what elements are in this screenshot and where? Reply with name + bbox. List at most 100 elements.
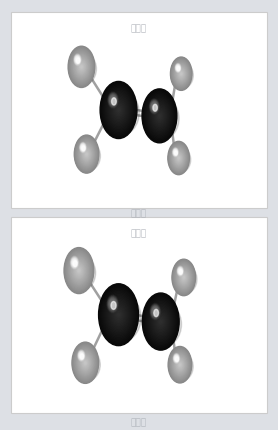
Circle shape [175,358,185,372]
Circle shape [111,303,126,327]
Circle shape [108,93,118,108]
Circle shape [118,313,120,316]
Circle shape [177,360,183,369]
Circle shape [172,148,186,169]
Circle shape [179,270,182,275]
Circle shape [76,59,80,64]
Circle shape [159,319,163,325]
Circle shape [176,357,177,359]
Circle shape [152,307,159,317]
Circle shape [170,350,189,379]
Circle shape [173,149,178,157]
Circle shape [154,310,157,313]
Circle shape [178,268,182,274]
Circle shape [175,356,178,361]
Circle shape [177,155,181,162]
Circle shape [110,96,116,105]
Ellipse shape [75,141,100,172]
Circle shape [106,92,130,129]
Circle shape [179,270,181,273]
Circle shape [177,68,179,70]
Circle shape [172,149,185,169]
Circle shape [108,95,129,126]
Circle shape [177,267,191,289]
Circle shape [102,85,135,136]
Circle shape [76,138,97,171]
Circle shape [155,311,156,313]
Circle shape [145,94,174,139]
Circle shape [79,353,91,372]
Circle shape [153,105,155,109]
Circle shape [79,143,86,154]
Ellipse shape [143,302,182,347]
Text: 我图网: 我图网 [131,24,147,33]
Circle shape [77,61,86,75]
Circle shape [181,74,182,75]
Circle shape [150,304,160,320]
Circle shape [72,259,77,267]
Circle shape [65,249,93,293]
Circle shape [151,102,158,112]
Circle shape [81,67,82,69]
Circle shape [81,146,92,163]
Circle shape [175,64,181,73]
Circle shape [143,295,178,349]
Circle shape [152,104,167,129]
Circle shape [73,261,77,267]
Circle shape [171,59,192,90]
Circle shape [101,289,135,341]
Circle shape [70,257,88,285]
Circle shape [174,150,177,156]
Circle shape [77,350,93,375]
Circle shape [69,256,88,286]
Circle shape [175,356,178,361]
Circle shape [145,298,177,346]
Circle shape [177,267,183,276]
Circle shape [81,356,90,370]
Circle shape [168,142,189,175]
Circle shape [80,144,86,152]
Circle shape [153,309,157,315]
Circle shape [81,355,82,356]
Circle shape [144,92,175,141]
Circle shape [112,99,114,103]
Circle shape [66,250,92,292]
Circle shape [113,102,124,119]
Circle shape [153,106,167,127]
Circle shape [143,91,176,142]
Circle shape [74,55,81,66]
Circle shape [179,71,183,78]
Circle shape [150,304,160,319]
Circle shape [79,64,84,72]
Circle shape [172,352,188,378]
Circle shape [176,358,177,359]
Circle shape [174,262,194,293]
Text: 我图网: 我图网 [131,209,147,217]
Circle shape [173,150,185,168]
Circle shape [71,258,87,283]
Circle shape [174,356,186,374]
Ellipse shape [99,293,141,343]
Circle shape [116,107,121,115]
Circle shape [73,55,90,80]
Circle shape [170,144,188,173]
Circle shape [106,295,131,335]
Circle shape [74,55,81,66]
Circle shape [173,355,186,375]
Circle shape [77,269,80,273]
Circle shape [179,364,180,366]
Circle shape [83,150,90,160]
Circle shape [175,151,177,156]
Circle shape [99,284,138,346]
Circle shape [153,107,165,126]
Circle shape [73,262,85,280]
Text: 我图网: 我图网 [131,417,147,426]
Circle shape [103,86,134,135]
Circle shape [146,95,173,138]
Circle shape [80,143,86,153]
Circle shape [154,312,167,332]
Circle shape [147,301,175,343]
Ellipse shape [69,53,96,86]
Circle shape [156,315,165,329]
Circle shape [78,350,85,361]
